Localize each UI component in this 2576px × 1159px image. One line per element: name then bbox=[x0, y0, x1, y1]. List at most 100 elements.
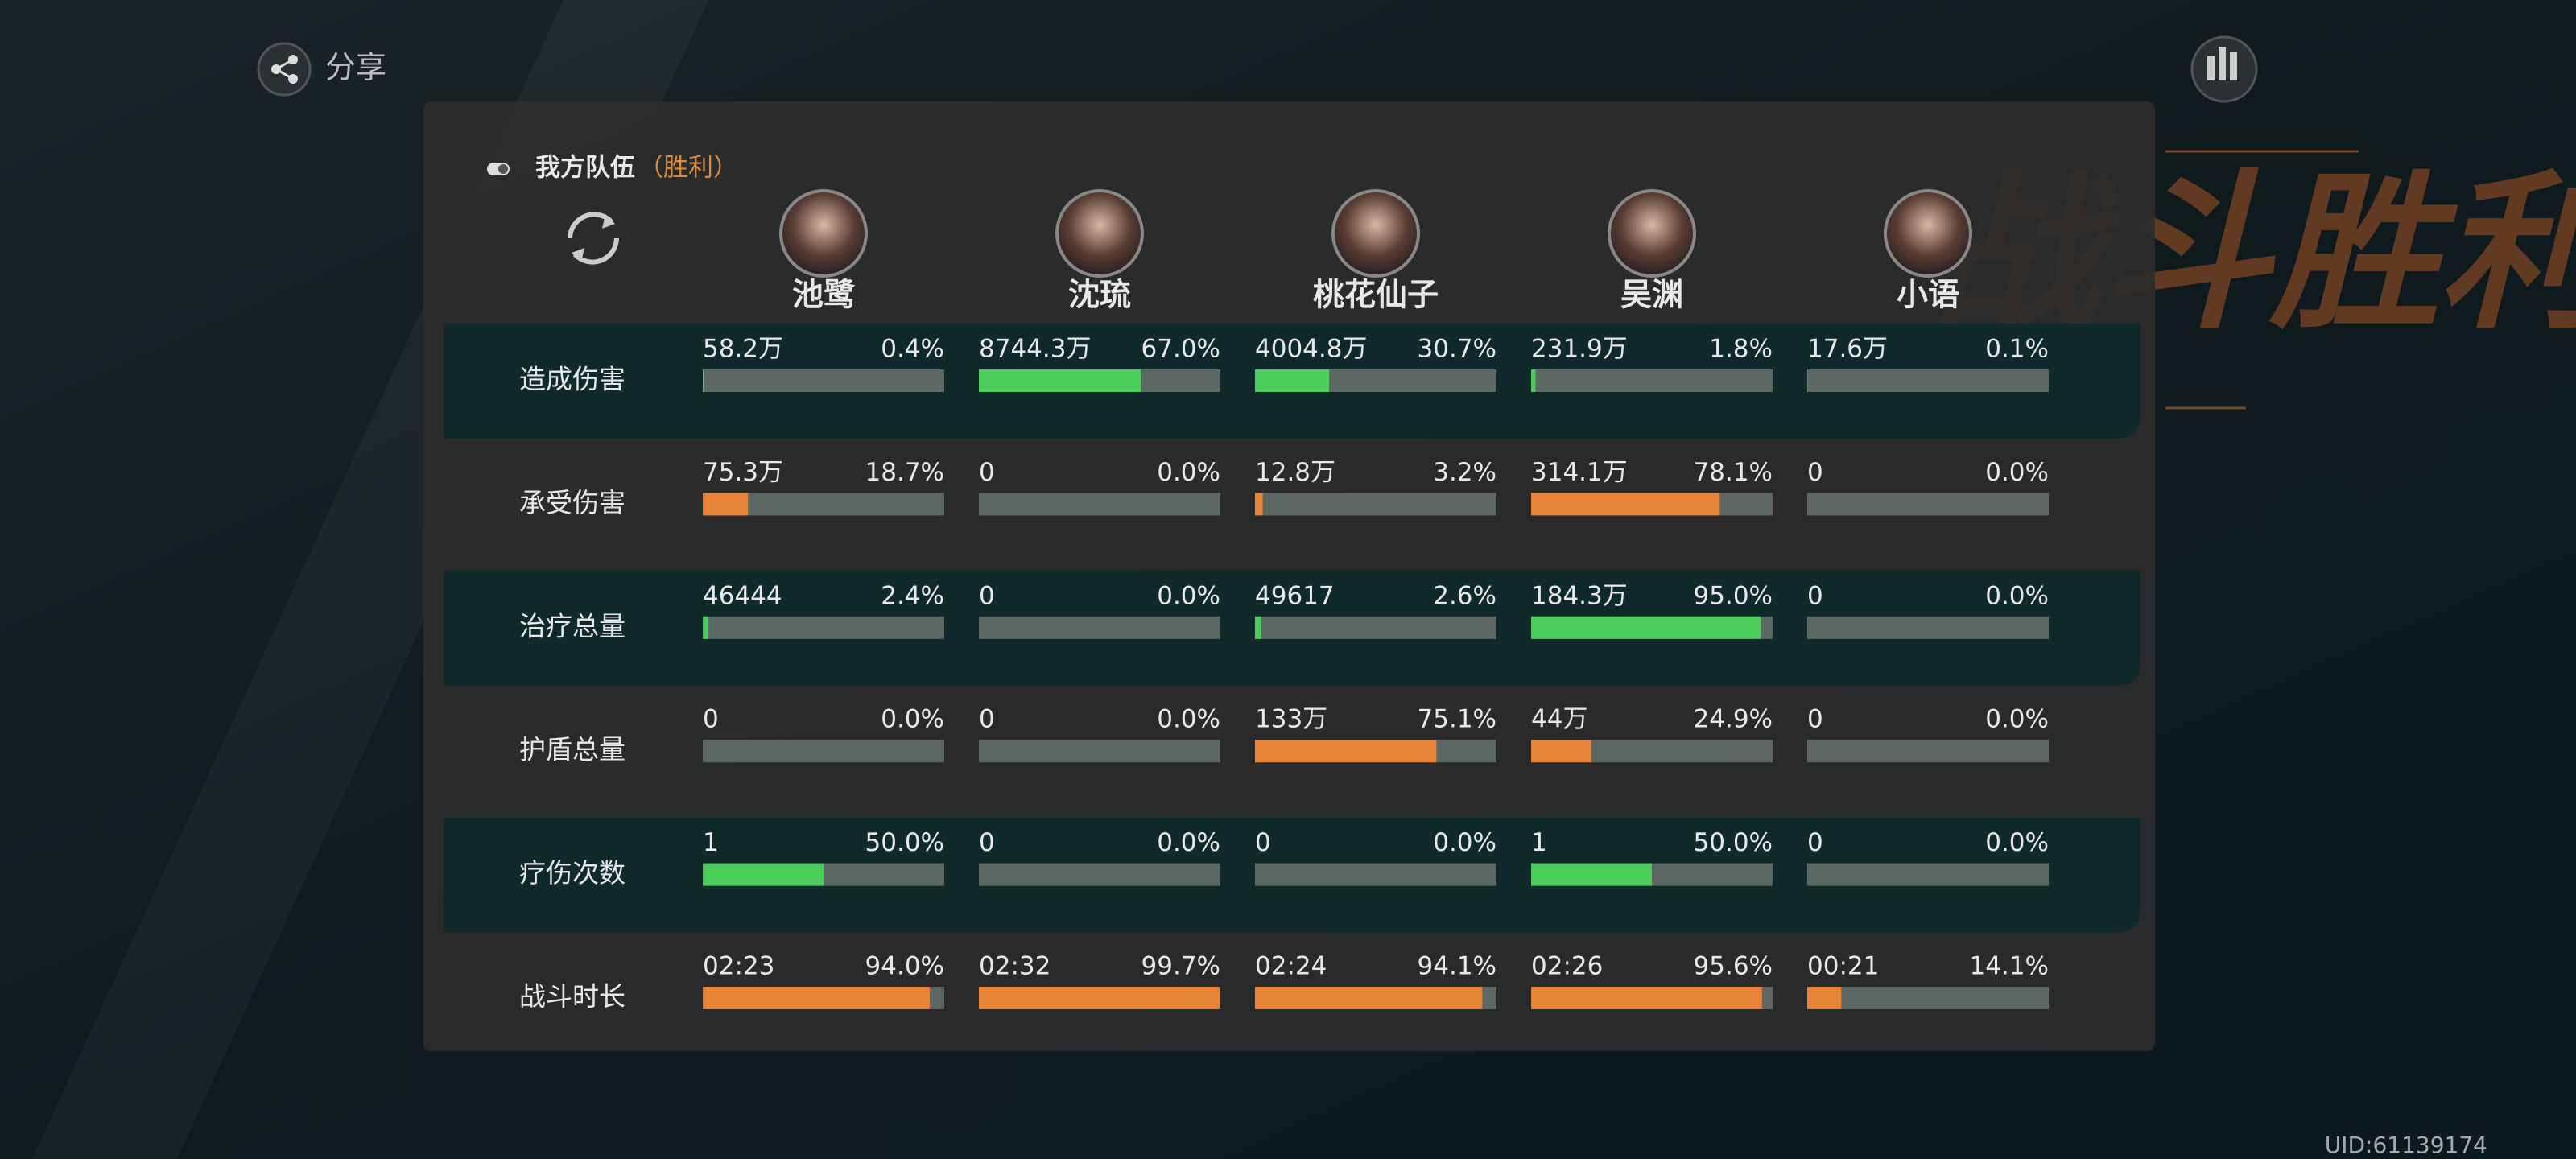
cell-value: 02:32 bbox=[979, 952, 1051, 981]
bar-track bbox=[979, 740, 1220, 763]
cell-share: 0.0% bbox=[1985, 458, 2049, 487]
cell-share: 0.4% bbox=[881, 335, 944, 364]
cell-value: 1 bbox=[703, 828, 719, 857]
cell-value: 0 bbox=[979, 828, 995, 857]
cell-value: 0 bbox=[1807, 705, 1823, 734]
cell-share: 18.7% bbox=[865, 458, 944, 487]
cell-value: 02:24 bbox=[1255, 952, 1327, 981]
cell-share: 3.2% bbox=[1433, 458, 1496, 487]
row-label: 疗伤次数 bbox=[519, 857, 625, 889]
uid: UID:61139174 bbox=[2325, 1132, 2487, 1158]
team-title: 我方队伍 bbox=[535, 154, 635, 183]
cell-share: 14.1% bbox=[1970, 952, 2049, 981]
cell-value: 4004.8万 bbox=[1255, 335, 1367, 364]
bar-track bbox=[979, 616, 1220, 639]
bar-fill bbox=[1255, 493, 1263, 516]
cell-share: 0.0% bbox=[1985, 705, 2049, 734]
cell-value: 0 bbox=[979, 458, 995, 487]
cell-share: 0.0% bbox=[1157, 828, 1220, 857]
cell-share: 75.1% bbox=[1418, 705, 1496, 734]
row-label: 治疗总量 bbox=[519, 610, 625, 641]
bar-fill bbox=[1531, 369, 1536, 392]
bar-track bbox=[1255, 493, 1496, 516]
bar-fill bbox=[979, 369, 1141, 392]
bar-track bbox=[1807, 863, 2049, 886]
bar-fill bbox=[703, 493, 749, 516]
cell-share: 2.4% bbox=[881, 581, 944, 610]
bar-track bbox=[1807, 740, 2049, 763]
cell-value: 231.9万 bbox=[1531, 335, 1628, 364]
cell-value: 8744.3万 bbox=[979, 335, 1091, 364]
character-name: 吴渊 bbox=[1620, 278, 1683, 314]
cell-share: 99.7% bbox=[1141, 952, 1220, 981]
avatar bbox=[1608, 189, 1696, 278]
cell-value: 1 bbox=[1531, 828, 1547, 857]
avatar bbox=[1331, 189, 1420, 278]
cell-value: 133万 bbox=[1255, 705, 1327, 734]
cell-value: 58.2万 bbox=[703, 335, 783, 364]
bar-fill bbox=[979, 987, 1220, 1009]
cell-value: 12.8万 bbox=[1255, 458, 1335, 487]
bar-track bbox=[703, 740, 944, 763]
character-name: 沈琉 bbox=[1068, 278, 1131, 314]
avatar bbox=[1884, 189, 1972, 278]
cell-share: 0.0% bbox=[1157, 458, 1220, 487]
cell-value: 0 bbox=[703, 705, 719, 734]
cell-share: 0.0% bbox=[1985, 828, 2049, 857]
cell-value: 44万 bbox=[1531, 705, 1587, 734]
bar-fill bbox=[703, 369, 704, 392]
cell-value: 314.1万 bbox=[1531, 458, 1628, 487]
character-name: 桃花仙子 bbox=[1313, 278, 1439, 314]
cell-share: 1.8% bbox=[1709, 335, 1773, 364]
cell-value: 00:21 bbox=[1807, 952, 1879, 981]
cell-share: 95.0% bbox=[1694, 581, 1773, 610]
cell-share: 0.0% bbox=[1157, 581, 1220, 610]
cell-value: 0 bbox=[1807, 458, 1823, 487]
cell-value: 17.6万 bbox=[1807, 335, 1888, 364]
cell-value: 02:23 bbox=[703, 952, 774, 981]
cell-value: 0 bbox=[979, 581, 995, 610]
bar-track bbox=[1807, 369, 2049, 392]
cell-share: 95.6% bbox=[1694, 952, 1773, 981]
bar-track bbox=[979, 863, 1220, 886]
bar-track bbox=[1255, 616, 1496, 639]
bar-track bbox=[703, 369, 944, 392]
bar-track bbox=[1807, 987, 2049, 1009]
row-label: 战斗时长 bbox=[519, 981, 625, 1013]
cell-share: 0.0% bbox=[1433, 828, 1496, 857]
avatar bbox=[1055, 189, 1144, 278]
stats-button[interactable] bbox=[2190, 35, 2258, 103]
bar-fill bbox=[1531, 493, 1720, 516]
bar-fill bbox=[1807, 987, 1842, 1009]
share-icon[interactable] bbox=[257, 42, 312, 97]
bar-fill bbox=[703, 987, 930, 1009]
cell-value: 0 bbox=[1807, 581, 1823, 610]
cell-value: 0 bbox=[979, 705, 995, 734]
cell-share: 2.6% bbox=[1433, 581, 1496, 610]
cell-value: 0 bbox=[1807, 828, 1823, 857]
bar-track bbox=[703, 616, 944, 639]
cell-share: 94.1% bbox=[1418, 952, 1496, 981]
cell-share: 67.0% bbox=[1141, 335, 1220, 364]
bar-fill bbox=[1531, 987, 1762, 1009]
cell-share: 0.1% bbox=[1985, 335, 2049, 364]
bar-fill bbox=[1531, 616, 1761, 639]
bar-track bbox=[1807, 616, 2049, 639]
cell-share: 50.0% bbox=[865, 828, 944, 857]
bar-fill bbox=[1255, 987, 1483, 1009]
cell-value: 75.3万 bbox=[703, 458, 783, 487]
cell-share: 50.0% bbox=[1694, 828, 1773, 857]
cell-share: 0.0% bbox=[1985, 581, 2049, 610]
cell-share: 24.9% bbox=[1694, 705, 1773, 734]
bar-track bbox=[979, 493, 1220, 516]
cell-value: 0 bbox=[1255, 828, 1271, 857]
cell-value: 49617 bbox=[1255, 581, 1335, 610]
share-label[interactable]: 分享 bbox=[325, 50, 386, 85]
refresh-button[interactable] bbox=[568, 212, 619, 265]
cell-share: 78.1% bbox=[1694, 458, 1773, 487]
share-button[interactable]: 分享 bbox=[257, 42, 386, 97]
bar-track bbox=[1531, 369, 1773, 392]
cell-value: 184.3万 bbox=[1531, 581, 1628, 610]
cell-value: 02:26 bbox=[1531, 952, 1603, 981]
